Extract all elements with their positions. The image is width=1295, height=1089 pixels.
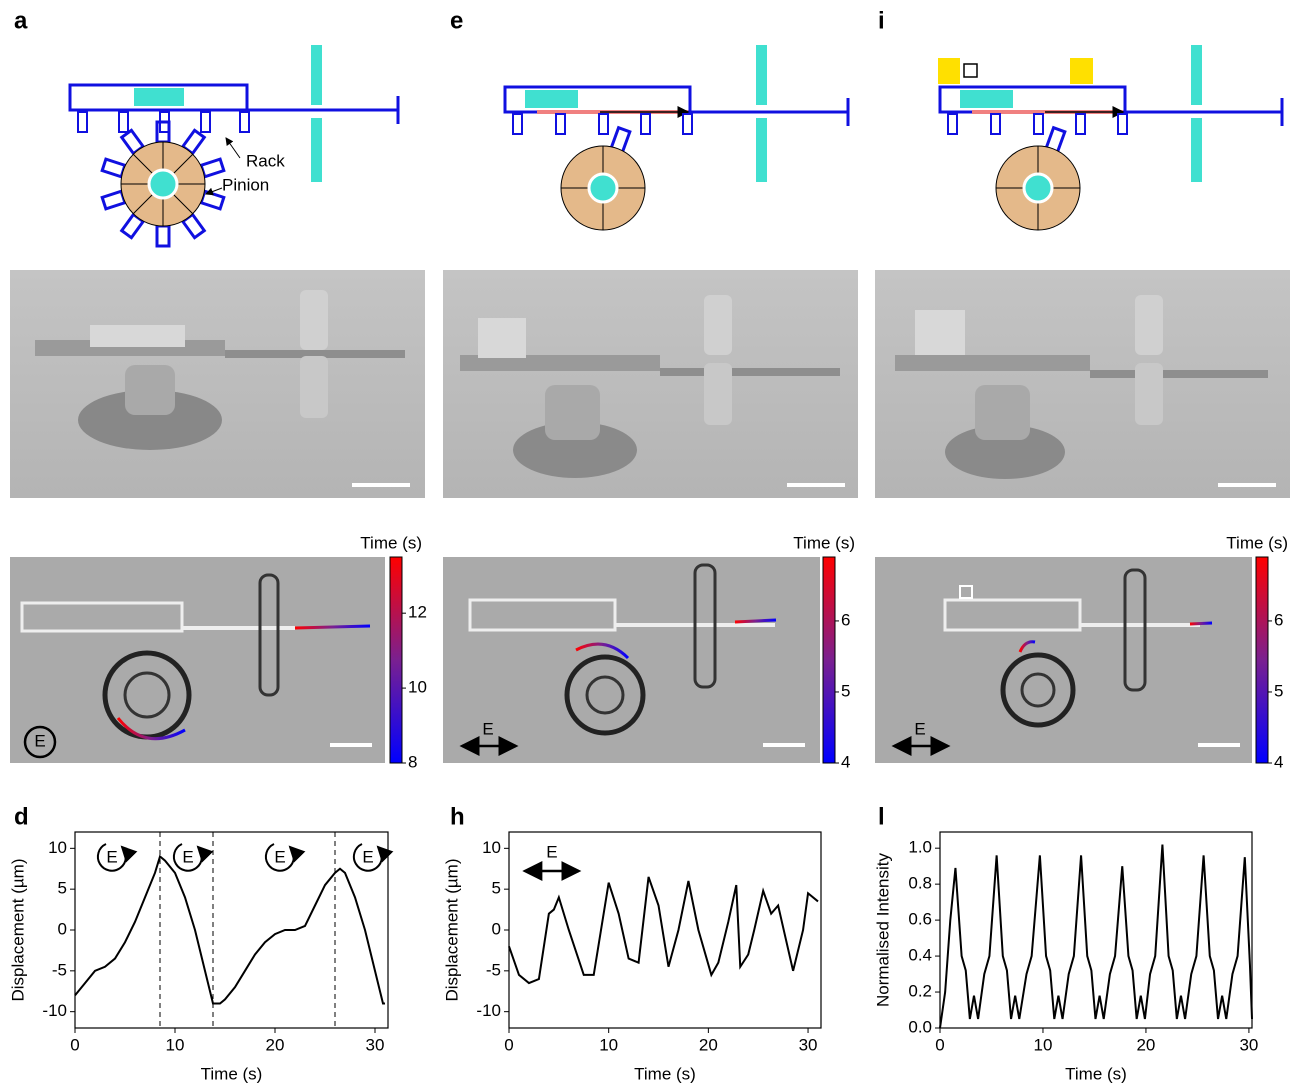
y-tick-label: 0.6: [908, 910, 932, 929]
x-tick-label: 10: [1034, 1035, 1053, 1054]
rack-label: Rack: [246, 151, 285, 170]
y-tick-label: -10: [476, 1001, 501, 1020]
y-tick-label: 5: [492, 879, 501, 898]
axes-frame: [939, 831, 1253, 1029]
annotation: E: [362, 847, 373, 866]
panel-label: e: [450, 7, 463, 34]
diagram-a: Rack Pinion: [68, 45, 400, 248]
y-axis-label: Displacement (µm): [442, 859, 461, 1002]
colorbar-tick-label: 4: [1274, 752, 1283, 771]
colorbar-title: Time (s): [360, 533, 422, 552]
x-axis-label: Time (s): [634, 1064, 696, 1083]
optical-image: E: [443, 557, 820, 763]
x-tick-label: 20: [699, 1035, 718, 1054]
annotation: E: [106, 847, 117, 866]
y-tick-label: 1.0: [908, 838, 932, 857]
colorbar: [1255, 556, 1269, 764]
sem-image: [443, 270, 858, 498]
panel-label: i: [878, 7, 885, 34]
y-tick-label: 0.0: [908, 1017, 932, 1036]
rotation-icon: [352, 843, 394, 872]
field-label: E: [482, 719, 493, 738]
panel-label: l: [878, 803, 885, 830]
data-line: [74, 854, 385, 1005]
colorbar-tick-label: 6: [841, 610, 850, 629]
field-label: E: [914, 719, 925, 738]
annotation: E: [546, 842, 557, 861]
colorbar-title: Time (s): [793, 533, 855, 552]
rotation-icon: [96, 843, 138, 872]
diagram-i: [938, 45, 1284, 231]
optical-image: E: [875, 557, 1252, 763]
colorbar-tick-label: 6: [1274, 610, 1283, 629]
y-tick-label: 0.8: [908, 874, 932, 893]
y-tick-label: 0.4: [908, 946, 932, 965]
x-tick-label: 10: [166, 1035, 185, 1054]
diagram-e: [503, 45, 850, 231]
colorbar-tick-label: 12: [408, 603, 427, 622]
y-tick-label: -5: [52, 960, 67, 979]
x-axis-label: Time (s): [201, 1064, 263, 1083]
colorbar-tick-label: 5: [841, 681, 850, 700]
y-tick-label: 0: [58, 919, 67, 938]
y-tick-label: 0.2: [908, 982, 932, 1001]
data-line: [939, 844, 1253, 1029]
field-label: E: [34, 731, 45, 750]
rotation-icon: [264, 843, 306, 872]
sem-image: [10, 270, 425, 498]
colorbar-tick-label: 10: [408, 678, 427, 697]
y-axis-label: Displacement (µm): [8, 859, 27, 1002]
optical-image: E: [10, 557, 385, 763]
colorbar-tick-label: 8: [408, 752, 417, 771]
x-tick-label: 30: [1239, 1035, 1258, 1054]
x-tick-label: 30: [366, 1035, 385, 1054]
panel-label: a: [14, 7, 28, 34]
sem-image: [875, 270, 1290, 498]
x-tick-label: 10: [599, 1035, 618, 1054]
x-tick-label: 20: [266, 1035, 285, 1054]
colorbar-tick-label: 5: [1274, 681, 1283, 700]
x-axis-label: Time (s): [1065, 1064, 1127, 1083]
y-axis-label: Normalised Intensity: [873, 853, 892, 1008]
colorbar: [822, 556, 836, 764]
data-line: [508, 876, 819, 985]
panel-label: h: [450, 803, 465, 830]
y-tick-label: 10: [48, 838, 67, 857]
annotation: E: [274, 847, 285, 866]
y-tick-label: 10: [482, 838, 501, 857]
x-tick-label: 30: [799, 1035, 818, 1054]
y-tick-label: -5: [486, 960, 501, 979]
y-tick-label: 5: [58, 879, 67, 898]
colorbar-tick-label: 4: [841, 752, 850, 771]
annotation: E: [182, 847, 193, 866]
x-tick-label: 0: [504, 1035, 513, 1054]
colorbar: [389, 556, 403, 764]
y-tick-label: -10: [42, 1001, 67, 1020]
x-tick-label: 0: [935, 1035, 944, 1054]
y-tick-label: 0: [492, 919, 501, 938]
rotation-icon: [172, 843, 214, 872]
x-tick-label: 20: [1136, 1035, 1155, 1054]
pinion-label: Pinion: [222, 175, 269, 194]
x-tick-label: 0: [70, 1035, 79, 1054]
colorbar-title: Time (s): [1226, 533, 1288, 552]
panel-label: d: [14, 803, 29, 830]
axes-frame: [74, 831, 389, 1029]
